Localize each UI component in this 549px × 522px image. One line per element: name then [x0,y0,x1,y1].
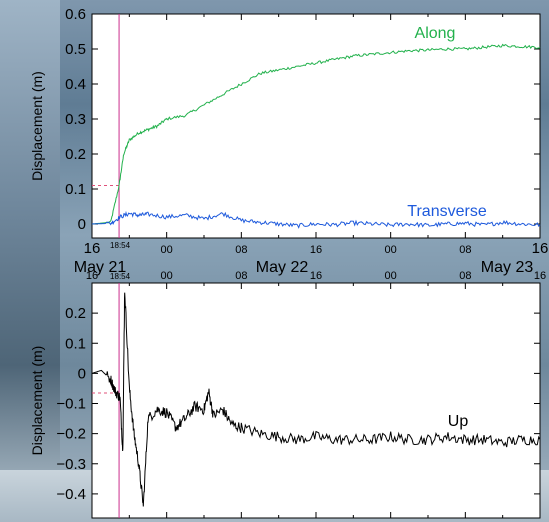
series-label-up: Up [448,413,469,430]
series-line-up [91,292,541,507]
series-label-along: Along [415,25,456,42]
series-label-transverse: Transverse [407,203,487,220]
x-tick-label: 16 [310,270,322,282]
x-tick-label: 16 [532,240,549,257]
x-tick-label: 16 [534,270,546,282]
x-tick-label: 08 [235,270,247,282]
x-tick-label: 16 [86,270,98,282]
y-tick-label: −0.1 [56,396,86,413]
series-line-along [91,43,541,225]
background-rock [0,0,60,522]
date-label: May 23 [481,259,534,276]
x-tick-label: 00 [385,270,397,282]
x-tick-label: 08 [235,244,247,256]
y-tick-label: −0.3 [56,456,86,473]
x-tick-label: 08 [459,244,471,256]
y-tick-label: 0.2 [65,146,86,163]
y-tick-label: −0.4 [56,486,86,503]
x-tick-label: 00 [161,270,173,282]
y-tick-label: 0.2 [65,305,86,322]
event-time-label: 18:54 [110,272,131,281]
series-line-transverse [91,210,541,229]
plot-area-1 [91,13,541,239]
date-label: May 21 [74,259,127,276]
y-tick-label: 0.1 [65,335,86,352]
y-tick-label: 0.5 [65,41,86,58]
y-tick-label: 0.4 [65,76,86,93]
y-axis-label: Displacement (m) [29,346,45,456]
x-tick-label: 08 [459,270,471,282]
x-tick-label: 00 [385,244,397,256]
event-time-label: 18:54 [110,241,131,250]
y-tick-label: 0.1 [65,181,86,198]
y-tick-label: 0.3 [65,111,86,128]
plot-area-2 [91,282,541,519]
x-tick-label: 16 [310,244,322,256]
y-tick-label: 0 [78,365,86,382]
x-tick-label: 00 [161,244,173,256]
y-tick-label: 0.6 [65,6,86,23]
x-tick-label: 16 [84,240,101,257]
y-axis-label: Displacement (m) [29,71,45,181]
date-label: May 22 [256,259,309,276]
y-tick-label: 0 [78,216,86,233]
y-tick-label: −0.2 [56,426,86,443]
